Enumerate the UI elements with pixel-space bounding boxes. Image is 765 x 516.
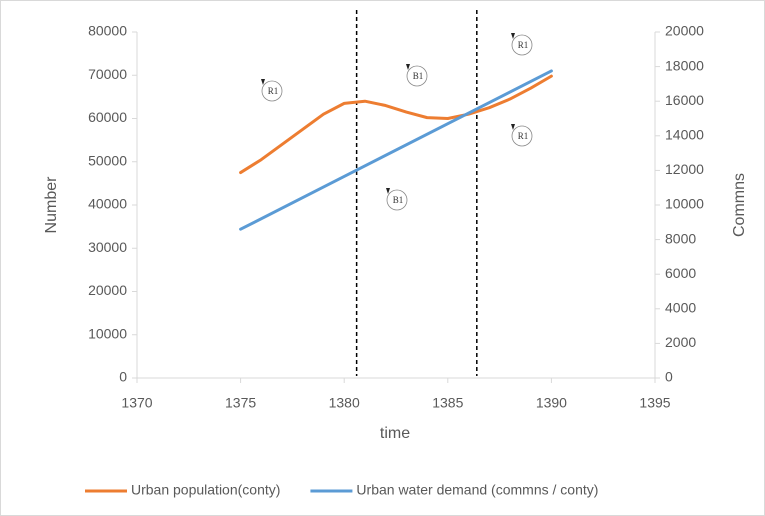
series-line (239, 74, 553, 175)
loop-arrow (406, 64, 410, 70)
y-tick-label: 60000 (88, 109, 127, 125)
loop-icon (261, 80, 283, 102)
y2-tick-label: 16000 (665, 92, 704, 108)
loop-label: R1 (518, 40, 529, 50)
x-tick-label: 1375 (225, 395, 256, 411)
y-tick-label: 10000 (88, 325, 127, 341)
y2-tick-label: 10000 (665, 196, 704, 212)
legend-label: Urban water demand (commns / conty) (356, 482, 598, 498)
loop-label: R1 (518, 131, 529, 141)
loop-arrow (261, 79, 265, 85)
y2-tick-label: 8000 (665, 230, 696, 246)
loop-icon (406, 65, 428, 87)
loop-label: B1 (413, 71, 424, 81)
legend-label: Urban population(conty) (131, 482, 280, 498)
y-tick-label: 40000 (88, 196, 127, 212)
x-tick-label: 1390 (536, 395, 567, 411)
loop-arrow (511, 124, 515, 130)
y-tick-label: 30000 (88, 239, 127, 255)
y2-tick-label: 0 (665, 369, 673, 385)
y2-tick-label: 18000 (665, 57, 704, 73)
x-tick-label: 1395 (639, 395, 670, 411)
y2-tick-label: 12000 (665, 161, 704, 177)
loop-label: B1 (393, 195, 404, 205)
y-tick-label: 20000 (88, 282, 127, 298)
y2-tick-label: 4000 (665, 300, 696, 316)
series-line (239, 69, 553, 231)
loop-icon (511, 34, 533, 56)
y2-tick-label: 14000 (665, 127, 704, 143)
loop-icon (511, 125, 533, 147)
y2-tick-label: 6000 (665, 265, 696, 281)
y-tick-label: 0 (119, 369, 127, 385)
y-tick-label: 50000 (88, 152, 127, 168)
x-tick-label: 1380 (329, 395, 360, 411)
y2-tick-label: 2000 (665, 334, 696, 350)
x-tick-label: 1385 (432, 395, 463, 411)
loop-icon (386, 189, 408, 211)
loop-arrow (386, 188, 390, 194)
y-axis-label: Number (43, 176, 60, 234)
y-tick-label: 80000 (88, 23, 127, 39)
x-axis-label: time (380, 425, 410, 442)
loop-label: R1 (268, 86, 279, 96)
y-tick-label: 70000 (88, 66, 127, 82)
x-tick-label: 1370 (121, 395, 152, 411)
loop-arrow (511, 33, 515, 39)
y2-tick-label: 20000 (665, 23, 704, 39)
y2-axis-label: Commns (731, 173, 748, 237)
